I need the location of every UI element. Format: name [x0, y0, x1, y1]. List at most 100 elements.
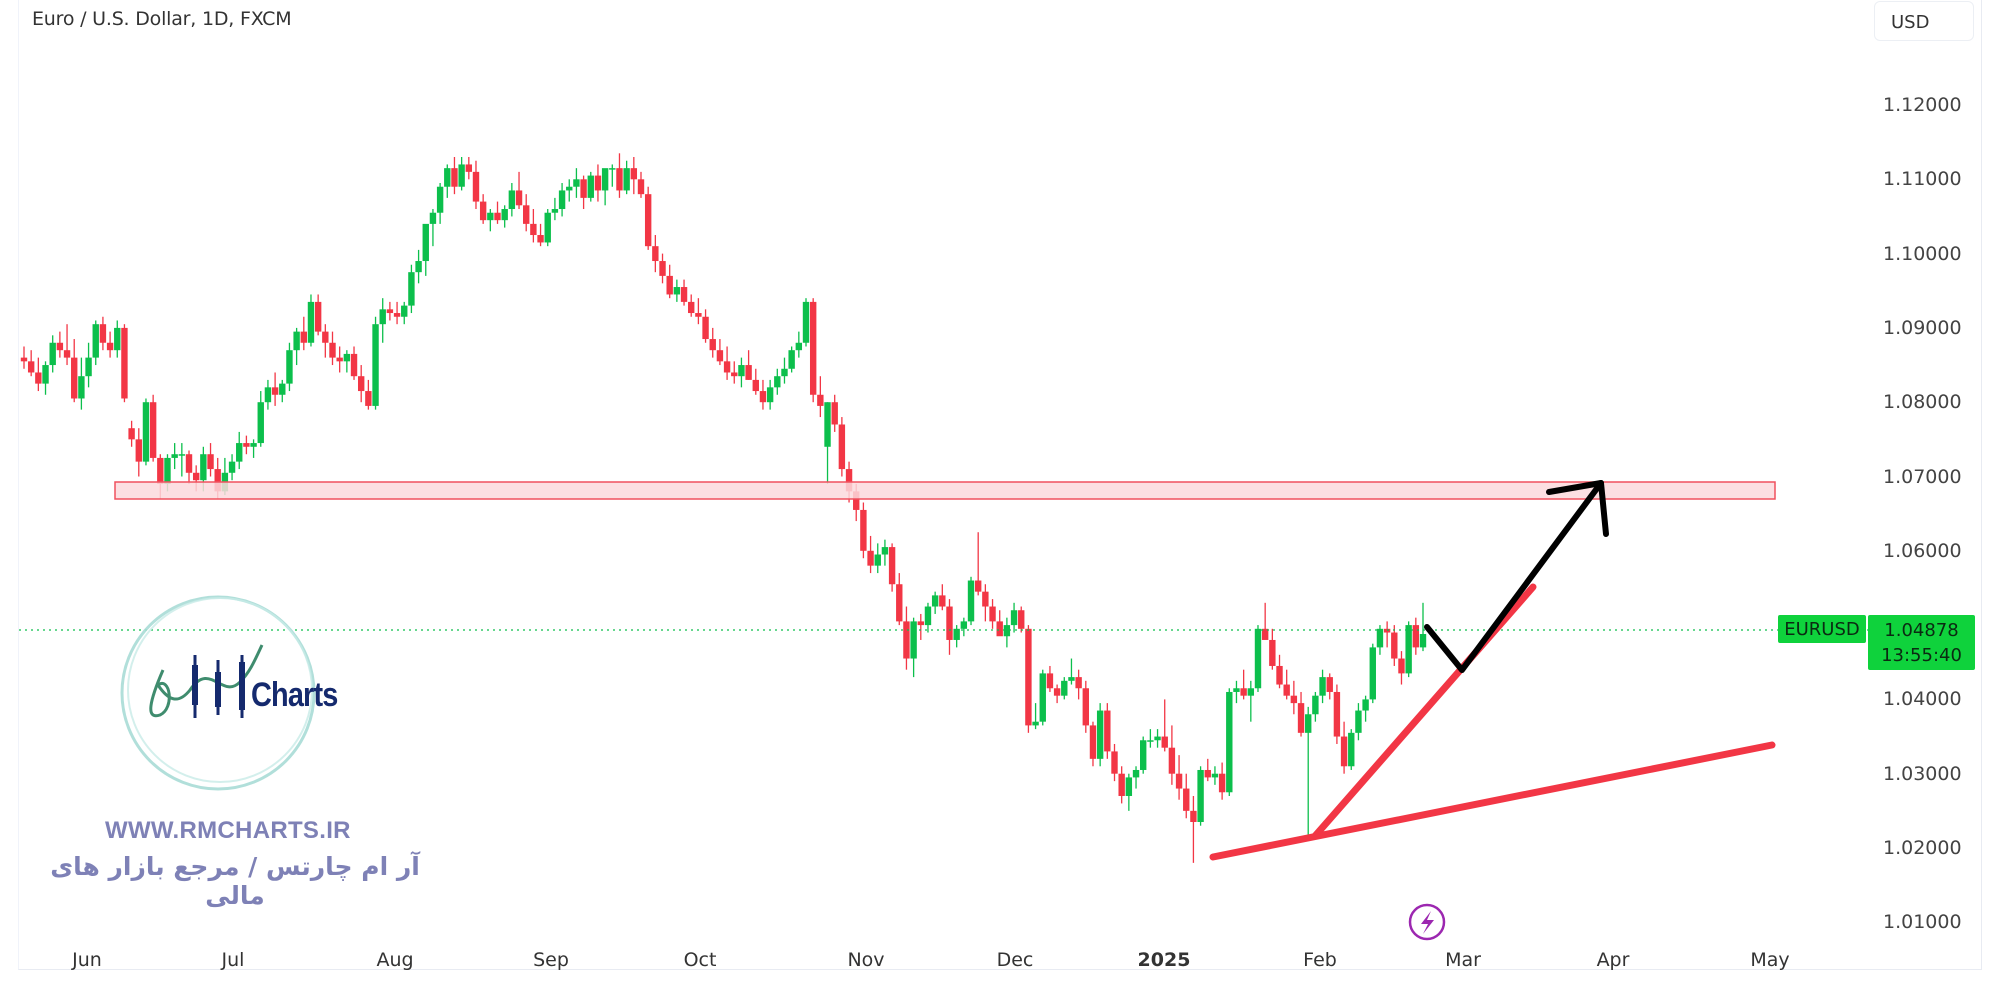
- candle: [673, 287, 681, 295]
- candle: [1340, 736, 1348, 767]
- resistance-zone[interactable]: [114, 481, 1776, 500]
- candle: [1283, 684, 1290, 696]
- candle: [723, 361, 731, 373]
- candle: [207, 454, 214, 470]
- time-axis-label: Mar: [1445, 949, 1481, 971]
- candle: [1053, 688, 1061, 696]
- candle: [1305, 714, 1312, 733]
- lightning-icon[interactable]: [1408, 903, 1446, 941]
- candle: [429, 212, 437, 224]
- lower-trendline[interactable]: [1209, 741, 1776, 861]
- currency-button[interactable]: USD: [1874, 1, 1974, 41]
- candle: [544, 212, 551, 243]
- candle: [1376, 628, 1384, 648]
- price-axis-label: 1.08000: [1883, 391, 1962, 414]
- logo-icon: [120, 595, 316, 791]
- candle: [386, 309, 394, 314]
- last-price-value: 1.04878: [1884, 619, 1959, 641]
- candle: [953, 628, 960, 640]
- candle: [157, 457, 164, 484]
- candle: [967, 580, 975, 622]
- candle: [293, 331, 300, 351]
- candle: [99, 324, 107, 343]
- plot-area[interactable]: [18, 0, 1982, 970]
- candle: [1398, 658, 1405, 674]
- candle: [63, 350, 71, 358]
- candle: [659, 261, 666, 276]
- candle: [1276, 665, 1283, 685]
- candle: [809, 301, 817, 395]
- steep-trendline[interactable]: [1311, 583, 1537, 840]
- candle: [114, 327, 121, 351]
- candle: [738, 365, 745, 377]
- candle: [350, 353, 358, 377]
- candle: [680, 287, 688, 302]
- candle: [1326, 677, 1333, 692]
- candle: [1111, 751, 1118, 774]
- candle: [1319, 677, 1326, 696]
- candle: [365, 391, 372, 406]
- candle: [881, 547, 889, 555]
- candle: [1183, 788, 1190, 811]
- time-axis-label: Aug: [376, 949, 414, 971]
- watermark-persian: آر ام چارتس / مرجع بازار های مالی: [50, 852, 420, 910]
- candle: [357, 376, 365, 392]
- candle: [415, 261, 422, 273]
- candle: [228, 461, 236, 473]
- candle: [458, 164, 465, 187]
- candle: [1161, 736, 1168, 748]
- candle: [917, 621, 924, 626]
- candle: [874, 554, 881, 566]
- candle: [695, 313, 702, 317]
- time-axis-label: Feb: [1303, 949, 1337, 971]
- candle: [853, 491, 860, 510]
- candle: [1018, 610, 1025, 629]
- logo-text: Charts: [251, 676, 338, 714]
- candle: [71, 357, 78, 399]
- candle: [666, 275, 673, 295]
- candle: [1190, 810, 1197, 822]
- candle: [343, 353, 351, 362]
- price-axis-label: 1.12000: [1883, 94, 1962, 116]
- price-axis-label: 1.02000: [1883, 837, 1962, 859]
- candle: [931, 595, 939, 607]
- candle: [1082, 688, 1090, 726]
- candle: [781, 368, 788, 377]
- price-axis-label: 1.11000: [1883, 168, 1962, 191]
- candle: [774, 376, 781, 388]
- candle: [1003, 625, 1011, 637]
- symbol-tag: EURUSD: [1778, 615, 1866, 643]
- price-axis-label: 1.10000: [1883, 242, 1962, 265]
- candle: [314, 301, 322, 332]
- candle: [1419, 634, 1427, 648]
- candle: [422, 223, 429, 262]
- price-axis-label: 1.04000: [1883, 688, 1962, 711]
- candle: [1369, 647, 1376, 700]
- candle: [1412, 625, 1420, 648]
- candle: [243, 443, 250, 447]
- projection-path[interactable]: [1424, 480, 1604, 673]
- candle: [838, 424, 846, 470]
- candle: [401, 305, 408, 317]
- candle: [716, 350, 724, 362]
- price-axis-label: 1.07000: [1883, 465, 1962, 488]
- candle: [644, 194, 652, 247]
- candle: [996, 621, 1003, 637]
- candle: [322, 331, 329, 343]
- candle: [573, 179, 580, 187]
- time-axis-label: Nov: [847, 949, 885, 971]
- candle: [1075, 677, 1082, 689]
- candle: [35, 372, 42, 384]
- candle: [1175, 773, 1183, 789]
- candle: [896, 584, 903, 622]
- candle: [652, 246, 659, 262]
- candle: [487, 212, 494, 221]
- candle: [709, 339, 716, 351]
- candle: [688, 301, 695, 314]
- candle: [1355, 710, 1362, 733]
- candle: [1254, 628, 1262, 689]
- candle: [982, 591, 989, 607]
- price-axis-label: 1.03000: [1883, 762, 1962, 785]
- chart-title: Euro / U.S. Dollar, 1D, FXCM: [32, 8, 292, 30]
